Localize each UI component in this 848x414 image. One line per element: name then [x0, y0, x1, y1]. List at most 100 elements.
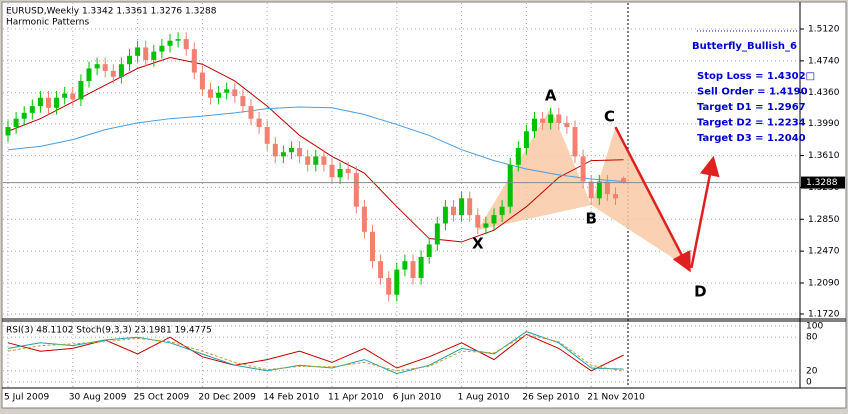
info-line: Target D2 = 1.2234: [697, 118, 806, 129]
x-tick-label: 14 Feb 2010: [263, 393, 319, 403]
info-line: Stop Loss = 1.4302□: [697, 71, 815, 82]
candle-body: [151, 51, 157, 61]
candle-body: [94, 64, 100, 69]
candle-body: [410, 261, 416, 278]
candle-body: [313, 156, 319, 165]
candle-body: [127, 55, 132, 65]
candle-body: [21, 112, 27, 119]
info-line: Butterfly_Bullish_6: [692, 41, 797, 52]
osc-tick-label: 20: [806, 366, 818, 376]
marks: [5, 32, 689, 302]
candle-body: [596, 181, 602, 199]
x-tick-label: 30 Aug 2009: [69, 393, 127, 403]
pattern-area: [477, 107, 592, 231]
moving-average: [7, 56, 624, 243]
candle-body: [70, 93, 76, 100]
candle-body: [515, 148, 521, 165]
candle-body: [224, 89, 230, 93]
candle-body: [540, 118, 546, 123]
x-tick-label: 1 Aug 2010: [458, 393, 510, 403]
candle-body: [378, 261, 384, 278]
candle-body: [143, 47, 149, 61]
candle-body: [337, 168, 343, 178]
info-line: Target D1 = 1.2967: [697, 102, 806, 113]
candle-body: [548, 114, 554, 123]
candle-body: [345, 168, 351, 174]
candle-body: [297, 148, 303, 157]
pattern-area: [591, 127, 689, 268]
y-tick-label: 1.2850: [808, 215, 840, 225]
candle-body: [483, 223, 489, 228]
candle-body: [13, 118, 19, 128]
candle-body: [475, 215, 481, 228]
candle-body: [532, 118, 537, 132]
price-tag-label: 1.3288: [806, 178, 838, 188]
candle-body: [264, 127, 270, 144]
candle-body: [272, 143, 278, 157]
candle-body: [135, 47, 141, 56]
candle-body: [402, 261, 408, 270]
candle-body: [621, 178, 627, 183]
x-tick-label: 26 Sep 2010: [522, 393, 579, 403]
x-tick-label: 6 Jun 2010: [393, 393, 442, 403]
x-tick-label: 5 Jul 2009: [4, 393, 49, 403]
candle-body: [370, 231, 375, 262]
info-line: Sell Order = 1.4190: [697, 87, 808, 98]
y-tick-label: 1.4740: [808, 56, 840, 66]
candle-body: [248, 106, 254, 119]
candle-body: [523, 131, 529, 149]
candle-body: [572, 127, 578, 157]
candle-body: [46, 97, 51, 108]
x-tick-label: 25 Oct 2009: [134, 393, 190, 403]
pattern-label: B: [585, 210, 596, 228]
candle-body: [305, 156, 311, 165]
candle-body: [208, 89, 213, 98]
candle-body: [289, 148, 294, 153]
candle-body: [118, 64, 124, 77]
candle-body: [426, 244, 432, 257]
candle-body: [183, 39, 189, 50]
candle-body: [54, 97, 60, 108]
candle-body: [199, 72, 205, 90]
candle-body: [580, 156, 586, 182]
y-tick-label: 1.5120: [808, 25, 840, 35]
osc-tick-label: 80: [806, 333, 818, 343]
chart-title: EURUSD,Weekly 1.3342 1.3361 1.3276 1.328…: [6, 7, 217, 17]
candle-body: [451, 206, 456, 216]
chart-subtitle: Harmonic Patterns: [6, 18, 89, 28]
osc-tick-label: 100: [806, 322, 823, 332]
candle-body: [62, 93, 68, 98]
candle-body: [37, 97, 43, 107]
oscillator-title: RSI(3) 48.1102 Stoch(9,3,3) 23.1981 19.4…: [6, 326, 212, 336]
candle-body: [102, 64, 108, 71]
candle-body: [459, 198, 465, 216]
x-tick-label: 20 Dec 2009: [198, 393, 256, 403]
candle-body: [216, 92, 222, 98]
oscillator-line: [7, 333, 624, 372]
pattern-arrow: [614, 126, 691, 273]
pattern-label: D: [694, 282, 706, 300]
x-tick-label: 11 Apr 2010: [328, 393, 384, 403]
candle-body: [604, 181, 610, 195]
candle-body: [442, 206, 448, 224]
oscillator-line: [7, 333, 624, 372]
candle-body: [588, 181, 594, 199]
candle-body: [86, 68, 92, 81]
y-tick-label: 1.3610: [808, 151, 840, 161]
price-tag: [801, 176, 845, 189]
moving-average: [7, 106, 624, 183]
candle-body: [361, 206, 367, 232]
candle-body: [613, 194, 618, 199]
candle-body: [232, 89, 238, 97]
candle-body: [394, 269, 400, 295]
candle-body: [418, 257, 424, 278]
y-tick-label: 1.4360: [808, 88, 840, 98]
x-tick-label: 21 Nov 2010: [587, 393, 645, 403]
y-tick-label: 1.2470: [808, 247, 840, 257]
pattern-label: C: [604, 108, 615, 126]
y-tick-label: 1.3990: [808, 119, 840, 129]
candle-body: [78, 80, 84, 100]
